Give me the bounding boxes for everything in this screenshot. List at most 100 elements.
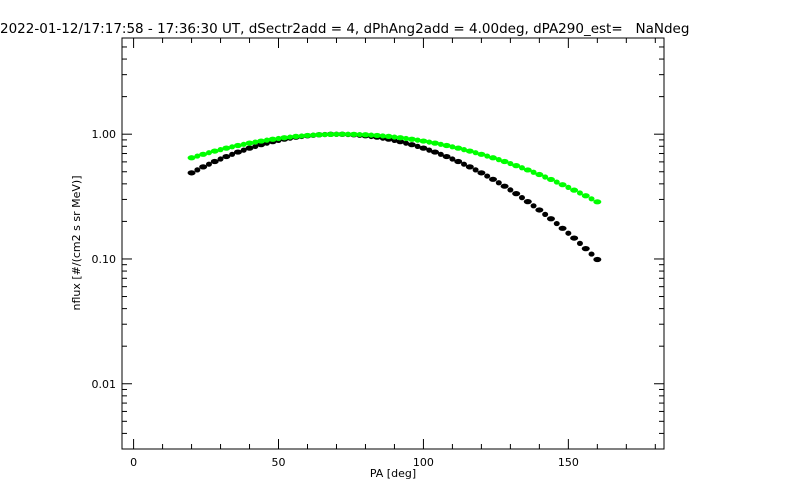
data-point-fill: [240, 141, 247, 147]
data-point: [315, 132, 324, 138]
data-point-fill: [205, 161, 212, 167]
data-point-fill: [437, 141, 444, 147]
data-point-fill: [518, 165, 525, 171]
data-point: [396, 135, 405, 141]
data-point-fill: [553, 220, 560, 227]
data-point-fill: [252, 139, 259, 145]
plot-frame: [121, 37, 665, 450]
data-point: [581, 193, 590, 199]
data-point: [210, 158, 219, 165]
data-point: [488, 155, 497, 161]
data-point: [396, 139, 405, 145]
data-point-fill: [484, 173, 491, 179]
x-tick-label: 0: [130, 456, 137, 469]
data-point: [222, 145, 231, 151]
data-point-fill: [565, 230, 572, 236]
axis-ticks: [122, 38, 664, 450]
data-point-fill: [391, 134, 398, 140]
data-point: [535, 207, 544, 213]
chart-title: 2022-01-12/17:17:58 - 17:36:30 UT, dSect…: [0, 21, 689, 37]
data-point-fill: [484, 153, 491, 159]
data-point-fill: [356, 131, 363, 138]
data-point: [361, 132, 370, 138]
data-point-fill: [217, 156, 224, 162]
data-point: [257, 142, 266, 148]
data-point-fill: [379, 133, 386, 139]
y-tick-label: 1.00: [92, 128, 117, 141]
data-point: [500, 158, 509, 165]
data-point: [210, 148, 219, 154]
data-point: [570, 235, 579, 241]
data-point: [407, 142, 416, 148]
data-point-fill: [205, 150, 212, 156]
data-point-fill: [287, 134, 294, 140]
data-point: [546, 216, 555, 222]
data-point-fill: [518, 195, 525, 201]
data-point: [477, 170, 486, 176]
data-point-fill: [553, 179, 560, 185]
data-point-fill: [229, 144, 236, 150]
data-point: [338, 131, 347, 137]
data-point-fill: [217, 147, 224, 153]
data-point: [268, 136, 277, 142]
data-point-fill: [588, 196, 595, 202]
data-point-fill: [298, 133, 305, 139]
x-tick-label: 50: [272, 456, 286, 469]
data-point-fill: [542, 211, 549, 217]
data-point: [280, 135, 289, 141]
data-point: [535, 171, 544, 178]
data-point-fill: [588, 251, 595, 257]
data-point: [303, 132, 312, 139]
data-point-fill: [194, 153, 201, 159]
data-point-fill: [252, 143, 259, 150]
x-axis-label: PA [deg]: [370, 467, 416, 480]
data-point-fill: [576, 190, 583, 196]
data-point-fill: [461, 161, 468, 167]
data-point: [558, 225, 567, 231]
data-point: [222, 153, 231, 160]
data-point-fill: [275, 135, 282, 142]
data-point: [199, 151, 208, 157]
data-point-fill: [530, 169, 537, 175]
data-point-fill: [472, 150, 479, 156]
data-point-fill: [414, 137, 421, 143]
data-point-fill: [403, 140, 410, 146]
y-tick-label: 0.10: [92, 253, 117, 266]
data-point-fill: [368, 132, 375, 138]
data-point: [454, 158, 463, 165]
data-point: [465, 148, 474, 154]
data-point: [442, 153, 451, 160]
data-point: [291, 133, 300, 140]
data-point-fill: [449, 156, 456, 162]
data-point-fill: [310, 132, 317, 138]
data-point: [199, 164, 208, 170]
data-point: [245, 140, 254, 146]
data-point-fill: [321, 131, 328, 138]
data-point: [233, 142, 242, 149]
data-point-fill: [530, 203, 537, 209]
data-point: [523, 199, 532, 205]
data-point: [488, 176, 497, 182]
data-point: [581, 246, 590, 252]
data-point-fill: [542, 174, 549, 180]
data-point-fill: [426, 147, 433, 153]
data-point-fill: [194, 167, 201, 173]
x-tick-label: 100: [413, 456, 434, 469]
data-point: [373, 132, 382, 139]
data-point: [500, 183, 509, 189]
data-point-fill: [495, 157, 502, 163]
y-tick-label: 0.01: [92, 378, 117, 391]
data-point-fill: [507, 187, 514, 193]
data-point: [477, 151, 486, 157]
data-point: [523, 167, 532, 173]
data-point: [431, 149, 440, 155]
x-tick-label: 150: [558, 456, 579, 469]
data-point-fill: [426, 139, 433, 145]
data-point-fill: [437, 151, 444, 157]
data-point: [187, 155, 196, 161]
data-point: [419, 145, 428, 151]
data-point: [465, 164, 474, 170]
series-black: [187, 131, 602, 263]
data-point: [442, 142, 451, 149]
